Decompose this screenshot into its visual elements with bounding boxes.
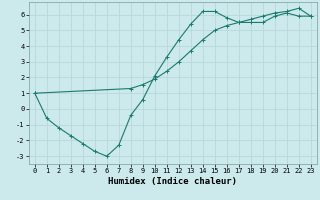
X-axis label: Humidex (Indice chaleur): Humidex (Indice chaleur) <box>108 177 237 186</box>
